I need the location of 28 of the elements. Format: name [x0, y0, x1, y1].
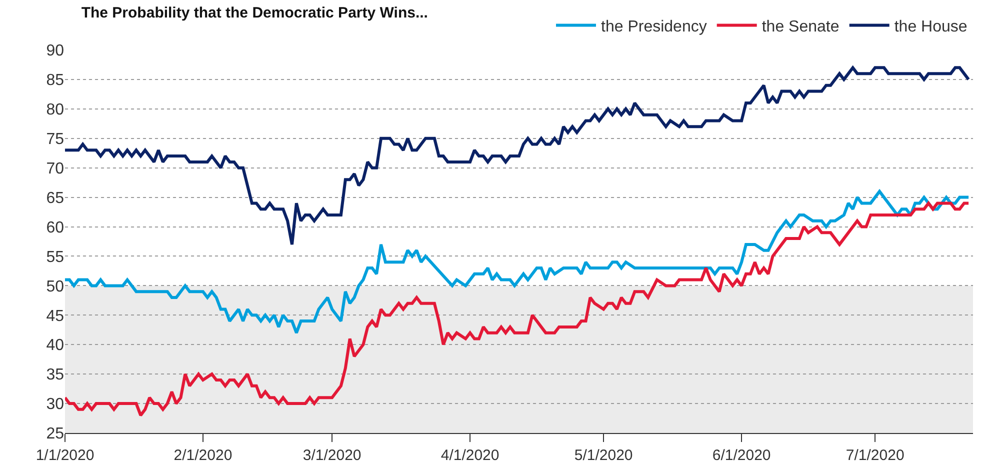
y-tick-label: 50: [46, 278, 64, 296]
legend-label: the Presidency: [601, 18, 707, 36]
x-tick-label: 7/1/2020: [846, 447, 904, 464]
y-tick-label: 35: [46, 366, 64, 384]
y-tick-label: 70: [46, 160, 64, 178]
y-tick-label: 40: [46, 337, 64, 354]
y-tick-label: 30: [46, 396, 64, 414]
chart-title: The Probability that the Democratic Party Wins...: [81, 4, 428, 22]
y-tick-label: 55: [46, 248, 64, 266]
x-tick-label: 5/1/2020: [574, 447, 633, 464]
y-tick-label: 45: [46, 308, 64, 325]
line-series: [65, 202, 970, 417]
legend-label: the Senate: [762, 18, 840, 36]
y-tick-label: 65: [46, 190, 64, 207]
legend-label: the House: [894, 18, 968, 36]
x-tick-label: 3/1/2020: [302, 447, 362, 464]
x-tick-label: 6/1/2020: [712, 447, 771, 464]
y-tick-label: 25: [46, 426, 64, 443]
y-tick-label: 60: [46, 219, 64, 236]
y-tick-label: 80: [46, 102, 64, 119]
y-tick-label: 85: [46, 72, 64, 90]
x-tick-label: 1/1/2020: [36, 447, 94, 464]
y-tick-label: 75: [46, 130, 64, 148]
y-tick-label: 90: [46, 42, 64, 60]
line-series: [65, 190, 970, 334]
x-tick-label: 2/1/2020: [174, 447, 232, 464]
x-tick-label: 4/1/2020: [440, 447, 500, 464]
line-series: [65, 66, 970, 246]
